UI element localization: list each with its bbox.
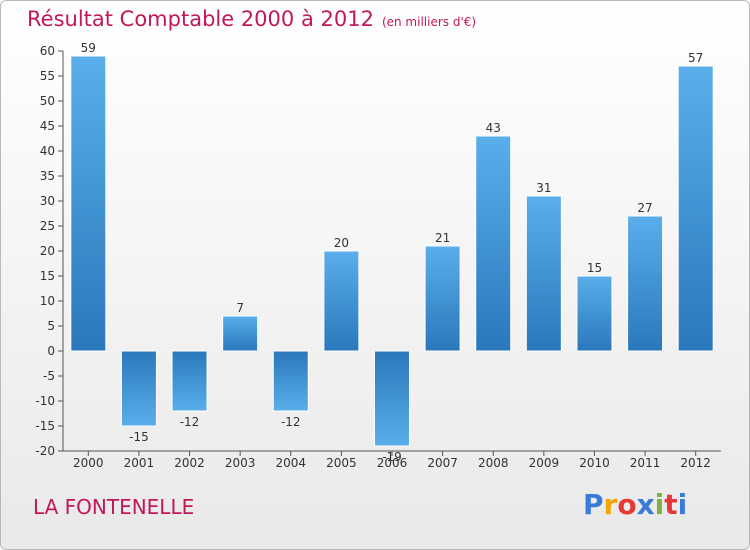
y-tick-label: 0	[47, 344, 55, 358]
logo-letter: o	[617, 488, 637, 521]
data-label-2005: 20	[334, 236, 349, 250]
data-label-2012: 57	[688, 51, 703, 65]
y-tick-label: -5	[43, 369, 55, 383]
data-label-2006: -19	[382, 450, 402, 464]
data-label-2011: 27	[637, 201, 652, 215]
x-tick-label-2012: 2012	[680, 456, 711, 470]
bar-2008	[475, 135, 512, 352]
data-label-2000: 59	[81, 41, 96, 55]
bar-2009	[525, 195, 562, 352]
x-tick-label-2010: 2010	[579, 456, 610, 470]
data-label-2007: 21	[435, 231, 450, 245]
data-label-2002: -12	[180, 415, 200, 429]
bar-2004	[272, 350, 309, 412]
x-tick-label-2003: 2003	[225, 456, 256, 470]
bar-2010	[576, 275, 613, 352]
x-tick-label-2000: 2000	[73, 456, 104, 470]
data-label-2010: 15	[587, 261, 602, 275]
bar-2007	[424, 245, 461, 352]
y-tick-label: 25	[40, 219, 55, 233]
bar-2006	[374, 350, 410, 447]
logo-letter: i	[654, 488, 665, 521]
y-tick-label: 5	[47, 319, 55, 333]
place-name: LA FONTENELLE	[33, 495, 195, 519]
bar-2003	[222, 315, 259, 352]
chart-title: Résultat Comptable 2000 à 2012 (en millie…	[27, 7, 476, 31]
data-label-2004: -12	[281, 415, 301, 429]
y-tick-label: 45	[40, 119, 55, 133]
bar-2001	[120, 350, 157, 427]
logo-letter: r	[603, 488, 618, 521]
x-tick-label-2007: 2007	[427, 456, 458, 470]
data-label-2008: 43	[486, 121, 501, 135]
data-label-2003: 7	[236, 301, 244, 315]
bar-2011	[627, 215, 664, 352]
bar-2000	[70, 55, 107, 352]
y-tick-label: 50	[40, 94, 55, 108]
y-tick-label: 35	[40, 169, 55, 183]
bar-2005	[323, 250, 360, 352]
data-label-2009: 31	[536, 181, 551, 195]
x-tick-label-2006: 2006	[377, 456, 408, 470]
x-tick-label-2008: 2008	[478, 456, 509, 470]
data-label-2001: -15	[129, 430, 149, 444]
x-tick-label-2001: 2001	[124, 456, 155, 470]
y-tick-label: 55	[40, 69, 55, 83]
y-tick-label: 20	[40, 244, 55, 258]
y-tick-label: -15	[35, 419, 55, 433]
y-tick-label: -20	[35, 444, 55, 458]
x-tick-label-2005: 2005	[326, 456, 357, 470]
x-tick-label-2004: 2004	[275, 456, 306, 470]
chart-subtitle: (en milliers d'€)	[381, 15, 477, 29]
y-tick-label: 60	[40, 44, 55, 58]
proxiti-logo: Proxiti	[583, 488, 687, 521]
bar-2002	[171, 350, 208, 412]
x-tick-label-2009: 2009	[529, 456, 560, 470]
logo-letter: x	[636, 488, 655, 521]
chart-title-text: Résultat Comptable 2000 à 2012	[27, 7, 374, 31]
logo-letter: P	[583, 488, 604, 521]
x-tick-label-2011: 2011	[630, 456, 661, 470]
x-axis-ticks: 2000 2001 2002 2003 2004 2005 2006 2007 2008 2009…	[73, 451, 711, 470]
x-tick-label-2002: 2002	[174, 456, 205, 470]
logo-letter: i	[677, 488, 688, 521]
y-tick-label: 40	[40, 144, 55, 158]
y-tick-label: 15	[40, 269, 55, 283]
bars: 59 -15 -12 7 -12 20 -19 21 43 31 15 27 57	[70, 41, 714, 464]
y-tick-label: 30	[40, 194, 55, 208]
y-tick-label: -10	[35, 394, 55, 408]
bar-2012	[677, 65, 714, 352]
logo-letter: t	[664, 488, 678, 521]
y-tick-label: 10	[40, 294, 55, 308]
